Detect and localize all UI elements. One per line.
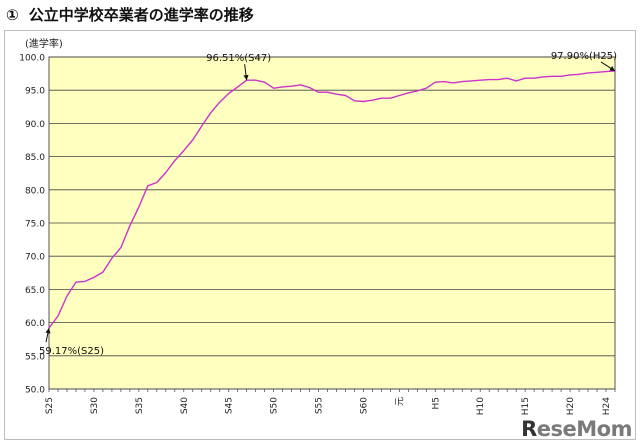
series-line bbox=[48, 70, 616, 329]
y-tick-label: 75.0 bbox=[25, 220, 45, 230]
logo-text: eseMom bbox=[536, 417, 633, 441]
x-tick-label: H5 bbox=[431, 397, 441, 410]
y-axis-label: (進学率) bbox=[25, 37, 63, 50]
x-tick-label: S45 bbox=[225, 397, 235, 414]
x-tick-label: H15 bbox=[521, 397, 531, 415]
logo-lead-letter: R bbox=[521, 417, 537, 441]
x-tick-label: S30 bbox=[90, 397, 100, 414]
resemom-logo: ReseMom bbox=[521, 417, 632, 441]
x-tick-label: S35 bbox=[135, 397, 145, 414]
x-tick-label: S60 bbox=[359, 397, 369, 414]
x-tick-label: 元 bbox=[395, 397, 405, 406]
annotation-arrowhead bbox=[243, 74, 249, 81]
x-tick-label: S25 bbox=[45, 397, 55, 414]
x-tick-label: S40 bbox=[180, 397, 190, 414]
x-tick-label: S50 bbox=[270, 397, 280, 414]
progression-rate-chart: 50.0 55.0 60.0 65.0 70.0 75.0 80.0 85.0 90.0 95.0… bbox=[19, 37, 617, 415]
chart-frame: 50.0 55.0 60.0 65.0 70.0 75.0 80.0 85.0 90.0 95.0… bbox=[4, 30, 636, 440]
annotation-arrowhead bbox=[45, 328, 51, 334]
x-tick-label: H20 bbox=[566, 397, 576, 415]
y-tick-label: 95.0 bbox=[25, 87, 45, 97]
y-tick-label: 100.0 bbox=[19, 54, 45, 64]
x-tick-label: H10 bbox=[476, 397, 486, 415]
page-title: ① 公立中学校卒業者の進学率の推移 bbox=[6, 4, 254, 25]
x-tick-label: H24 bbox=[602, 397, 612, 415]
x-tick-label: S55 bbox=[315, 397, 325, 414]
annotation-label: 59.17%(S25) bbox=[39, 346, 104, 357]
y-tick-label: 55.0 bbox=[25, 352, 45, 362]
title-text: 公立中学校卒業者の進学率の推移 bbox=[28, 6, 254, 24]
annotation-label: 96.51%(S47) bbox=[206, 53, 271, 64]
y-tick-label: 65.0 bbox=[25, 286, 45, 296]
y-tick-label: 70.0 bbox=[25, 253, 45, 263]
y-tick-label: 50.0 bbox=[25, 386, 45, 396]
annotation-arrowhead bbox=[609, 66, 615, 71]
y-tick-label: 80.0 bbox=[25, 186, 45, 196]
annotation-label: 97.90%(H25) bbox=[551, 51, 617, 62]
y-tick-label: 60.0 bbox=[25, 319, 45, 329]
title-marker: ① bbox=[6, 6, 19, 24]
y-tick-label: 85.0 bbox=[25, 153, 45, 163]
y-tick-label: 90.0 bbox=[25, 120, 45, 130]
